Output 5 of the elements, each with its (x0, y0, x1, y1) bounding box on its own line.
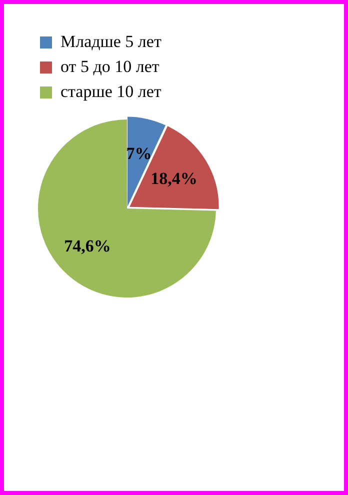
data-label: 18,4% (150, 168, 198, 188)
legend-label: старше 10 лет (60, 82, 162, 101)
legend-label: Младше 5 лет (60, 32, 162, 51)
data-label: 74,6% (64, 236, 111, 256)
legend-label: от 5 до 10 лет (60, 56, 160, 76)
